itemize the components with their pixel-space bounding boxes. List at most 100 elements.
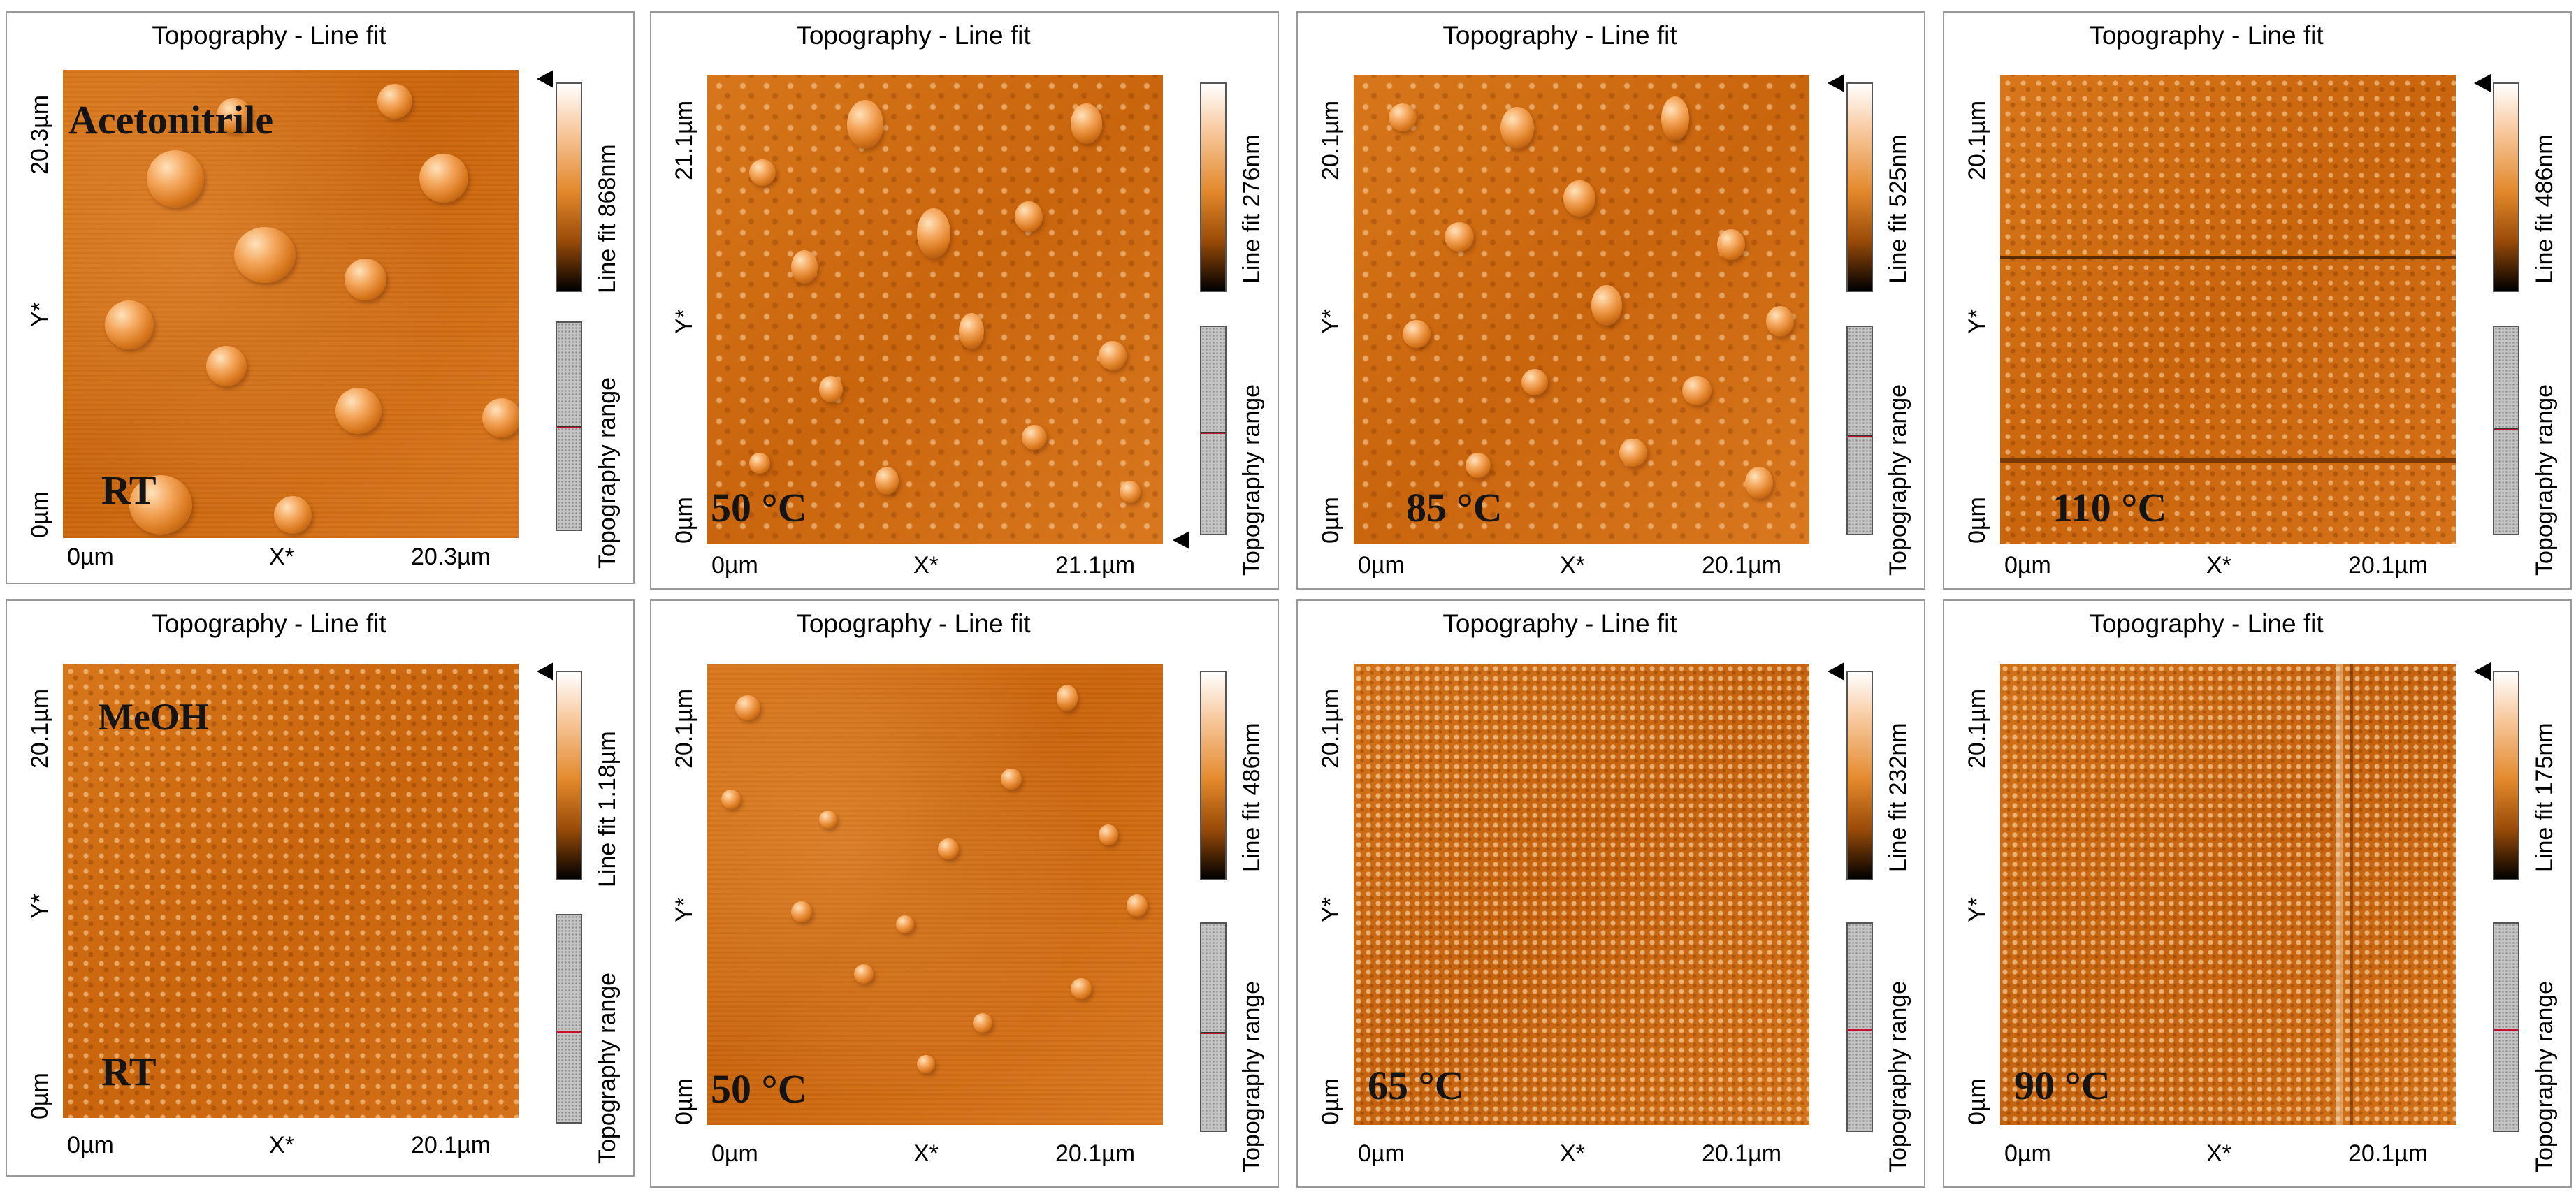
particle xyxy=(482,398,519,437)
panel-title: Topography - Line fit xyxy=(796,609,1031,638)
particle xyxy=(377,84,412,119)
x-axis-right-tick: 20.1µm xyxy=(2348,1140,2429,1167)
range-marker xyxy=(1848,435,1872,437)
particle xyxy=(749,159,776,186)
y-axis-top-tick: 20.3µm xyxy=(27,94,53,175)
range-bar xyxy=(2493,922,2519,1132)
afm-image xyxy=(63,664,519,1118)
range-label: Topography range xyxy=(1885,980,1911,1172)
y-axis-top-tick: 20.1µm xyxy=(1964,688,1990,769)
particle xyxy=(1071,978,1092,999)
particle xyxy=(973,1013,992,1033)
particle xyxy=(1057,685,1078,711)
afm-panel-meoh-90c: Topography - Line fit 90 °C 20.1µm Y* 0µ… xyxy=(1943,599,2572,1188)
range-bar xyxy=(1846,922,1873,1132)
particle xyxy=(129,475,192,535)
range-marker xyxy=(1848,1029,1872,1031)
range-marker xyxy=(1201,1032,1225,1034)
x-axis-label: X* xyxy=(269,1132,294,1158)
x-axis-right-tick: 20.1µm xyxy=(1055,1140,1136,1167)
particle xyxy=(1001,769,1022,790)
particle xyxy=(791,901,812,922)
y-axis-bottom-tick: 0µm xyxy=(27,1073,53,1119)
range-marker xyxy=(1201,432,1225,434)
particle xyxy=(234,227,296,283)
y-axis-top-tick: 20.1µm xyxy=(671,688,697,769)
x-axis-left-tick: 0µm xyxy=(2004,1140,2051,1167)
scan-line-artifact xyxy=(2350,664,2353,1125)
range-label: Topography range xyxy=(594,377,621,569)
colorbar-label: Line fit 276nm xyxy=(1238,134,1265,284)
particle xyxy=(1022,425,1047,450)
range-bar xyxy=(1846,326,1873,535)
scan-line-artifact xyxy=(2336,664,2343,1125)
particle xyxy=(1071,103,1102,144)
particle xyxy=(917,1055,935,1073)
panel-title: Topography - Line fit xyxy=(2089,609,2324,638)
color-bar xyxy=(1846,82,1873,292)
x-axis-left-tick: 0µm xyxy=(711,1140,758,1167)
y-axis-bottom-tick: 0µm xyxy=(1964,1078,1990,1125)
colorbar-label: Line fit 868nm xyxy=(594,144,621,293)
afm-image xyxy=(2000,664,2456,1125)
particle xyxy=(206,346,247,386)
y-axis-label: Y* xyxy=(1964,897,1990,922)
x-axis-right-tick: 20.1µm xyxy=(1702,552,1782,579)
particle xyxy=(1445,222,1474,252)
scan-marker-icon xyxy=(537,70,553,88)
particle xyxy=(1717,229,1745,260)
particle xyxy=(1099,341,1127,370)
range-bar xyxy=(556,914,582,1124)
x-axis-left-tick: 0µm xyxy=(67,544,114,570)
y-axis-bottom-tick: 0µm xyxy=(671,1078,697,1125)
y-axis-label: Y* xyxy=(671,309,697,334)
y-axis-label: Y* xyxy=(1317,309,1344,334)
y-axis-bottom-tick: 0µm xyxy=(27,491,53,538)
particle xyxy=(1661,96,1689,141)
particle xyxy=(1127,894,1148,917)
particle xyxy=(1591,285,1622,326)
particle xyxy=(1766,306,1794,337)
particle xyxy=(847,100,883,149)
colorbar-label: Line fit 486nm xyxy=(2531,134,2558,284)
range-marker xyxy=(2494,1029,2518,1031)
particle xyxy=(419,154,468,203)
temperature-label: 85 °C xyxy=(1406,485,1503,530)
y-axis-bottom-tick: 0µm xyxy=(671,497,697,544)
afm-image xyxy=(707,75,1163,544)
afm-panel-acetonitrile-110c: Topography - Line fit 110 °C 20.1µm Y* 0… xyxy=(1943,11,2572,590)
temperature-label: 50 °C xyxy=(711,485,807,530)
x-axis-right-tick: 21.1µm xyxy=(1055,552,1136,579)
range-label: Topography range xyxy=(2531,384,2558,576)
particle xyxy=(959,313,984,349)
afm-image xyxy=(707,664,1163,1125)
afm-image xyxy=(2000,75,2456,544)
colorbar-label: Line fit 1.18µm xyxy=(594,731,621,887)
temperature-label: 90 °C xyxy=(2014,1063,2111,1108)
y-axis-label: Y* xyxy=(1964,309,1990,334)
particle xyxy=(1403,320,1431,348)
particle xyxy=(1500,107,1534,149)
range-bar xyxy=(556,321,582,531)
range-label: Topography range xyxy=(1238,980,1265,1172)
x-axis-label: X* xyxy=(913,552,939,579)
x-axis-left-tick: 0µm xyxy=(1358,552,1405,579)
range-label: Topography range xyxy=(2531,980,2558,1172)
colorbar-label: Line fit 232nm xyxy=(1885,722,1911,872)
temperature-label: 65 °C xyxy=(1368,1063,1464,1108)
particle xyxy=(819,376,843,402)
x-axis-right-tick: 20.3µm xyxy=(411,544,491,570)
afm-panel-meoh-65c: Topography - Line fit 65 °C 20.1µm Y* 0µ… xyxy=(1296,599,1925,1188)
particle xyxy=(1389,103,1417,131)
temperature-label: 110 °C xyxy=(2053,485,2167,530)
particle xyxy=(938,838,959,859)
particle xyxy=(217,98,252,133)
x-axis-left-tick: 0µm xyxy=(2004,552,2051,579)
y-axis-top-tick: 20.1µm xyxy=(1317,100,1344,180)
panel-title: Topography - Line fit xyxy=(1442,21,1677,50)
colorbar-label: Line fit 486nm xyxy=(1238,722,1265,872)
range-marker xyxy=(2494,428,2518,430)
x-axis-label: X* xyxy=(1560,1140,1585,1167)
particle xyxy=(147,150,204,208)
x-axis-label: X* xyxy=(1560,552,1585,579)
